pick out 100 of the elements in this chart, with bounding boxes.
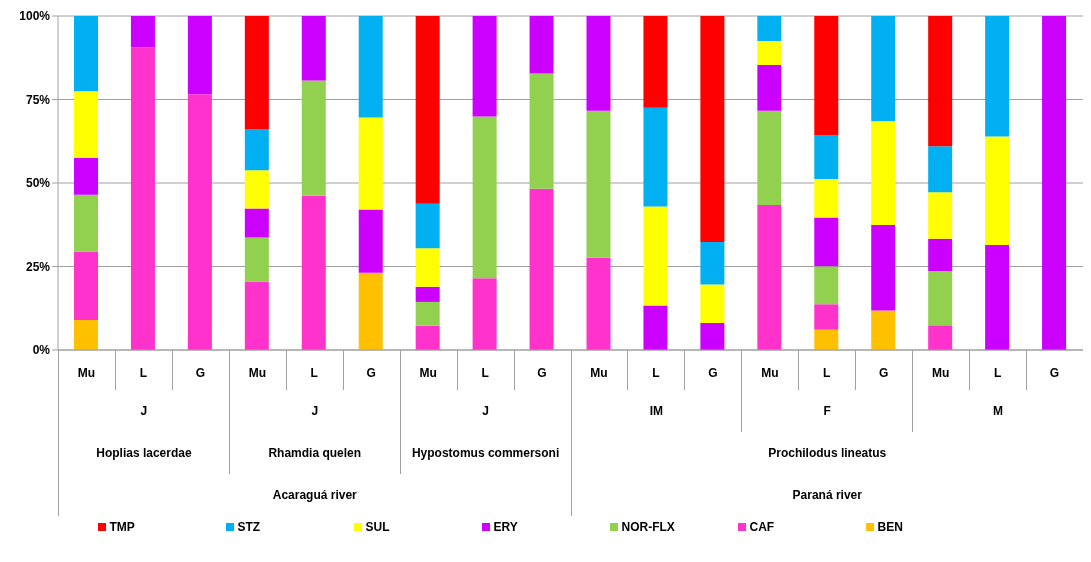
bar [244, 237, 269, 282]
bar [700, 16, 725, 243]
bar [643, 16, 668, 108]
bar [1042, 16, 1067, 350]
bar [586, 257, 611, 350]
bar [928, 238, 953, 272]
y-tick-label: 100% [19, 9, 51, 24]
text: M [993, 404, 1004, 418]
text: F [823, 404, 831, 418]
x-tick-label: L [652, 365, 660, 380]
bar [814, 135, 839, 179]
bar [814, 16, 839, 136]
bar [985, 245, 1010, 350]
x-tick-label: G [1049, 365, 1060, 380]
legend-label: STZ [237, 520, 261, 534]
bar [985, 136, 1010, 246]
bar [415, 203, 440, 249]
text: J [140, 404, 148, 418]
text: J [482, 404, 489, 418]
bar [700, 322, 725, 350]
x-tick-label: L [139, 365, 148, 380]
bar [814, 217, 839, 267]
bar [301, 80, 326, 196]
x-tick-label: Mu [77, 365, 96, 380]
bar [928, 16, 953, 147]
bar [74, 251, 98, 320]
bar [643, 305, 668, 350]
x-tick-label: Mu [761, 365, 779, 380]
legend-label: NOR-FLX [621, 520, 675, 534]
legend-label: CAF [749, 520, 775, 534]
bar [586, 110, 611, 258]
bar [529, 188, 554, 350]
bar [928, 271, 953, 326]
bar [757, 205, 782, 350]
bar [643, 206, 668, 306]
bar [928, 325, 953, 350]
bar [814, 266, 839, 305]
y-tick-label: 0% [32, 343, 51, 358]
bar [757, 65, 782, 111]
bar [74, 194, 98, 252]
bar [814, 329, 839, 350]
x-tick-label: G [195, 365, 206, 380]
bar [871, 16, 896, 122]
bar [244, 208, 269, 238]
text: Acaraguá river [272, 488, 357, 502]
bar [415, 325, 440, 350]
x-tick-label: Mu [931, 365, 950, 380]
bar [244, 128, 269, 171]
bar [871, 121, 896, 226]
bar [301, 195, 326, 350]
bar [415, 286, 440, 302]
legend-label: BEN [877, 520, 903, 534]
bar [529, 16, 554, 74]
bar [74, 319, 98, 350]
bar [529, 73, 554, 189]
bar [415, 16, 440, 204]
bar [358, 117, 383, 210]
bar [928, 146, 953, 193]
text: Paraná river [792, 488, 862, 502]
bar [757, 16, 782, 42]
bar [700, 242, 725, 285]
x-tick-label: L [823, 365, 831, 380]
bar [244, 16, 269, 129]
bar [757, 41, 782, 66]
bar [814, 304, 839, 330]
bar [187, 16, 212, 95]
x-tick-label: L [481, 365, 489, 380]
x-tick-label: G [708, 365, 718, 380]
bar [187, 94, 212, 350]
legend-label: TMP [109, 520, 135, 534]
x-tick-label: Mu [248, 365, 266, 380]
text: IM [649, 404, 664, 418]
x-tick-label: Mu [419, 365, 437, 380]
text: Hoplias lacerdae [96, 446, 192, 460]
bar [871, 310, 896, 350]
bar [928, 192, 953, 239]
bar [985, 16, 1010, 137]
bar [74, 157, 98, 195]
bar [301, 16, 326, 81]
x-tick-label: Mu [590, 365, 608, 380]
bar [472, 16, 497, 117]
y-tick-label: 75% [25, 92, 51, 107]
legend-label: ERY [493, 520, 518, 534]
bar [472, 278, 497, 350]
bar [415, 301, 440, 326]
bar [358, 209, 383, 273]
x-tick-label: L [993, 365, 1002, 380]
bar [244, 170, 269, 209]
bar [700, 284, 725, 323]
y-tick-label: 25% [25, 259, 51, 274]
y-tick-label: 50% [25, 176, 51, 191]
bar [244, 281, 269, 350]
bar [871, 225, 896, 311]
bar [358, 272, 383, 350]
bar [643, 107, 668, 207]
text: Hypostomus commersoni [411, 446, 560, 460]
bar [74, 16, 98, 92]
text: J [311, 404, 319, 418]
bar [757, 110, 782, 206]
x-tick-label: L [310, 365, 318, 380]
